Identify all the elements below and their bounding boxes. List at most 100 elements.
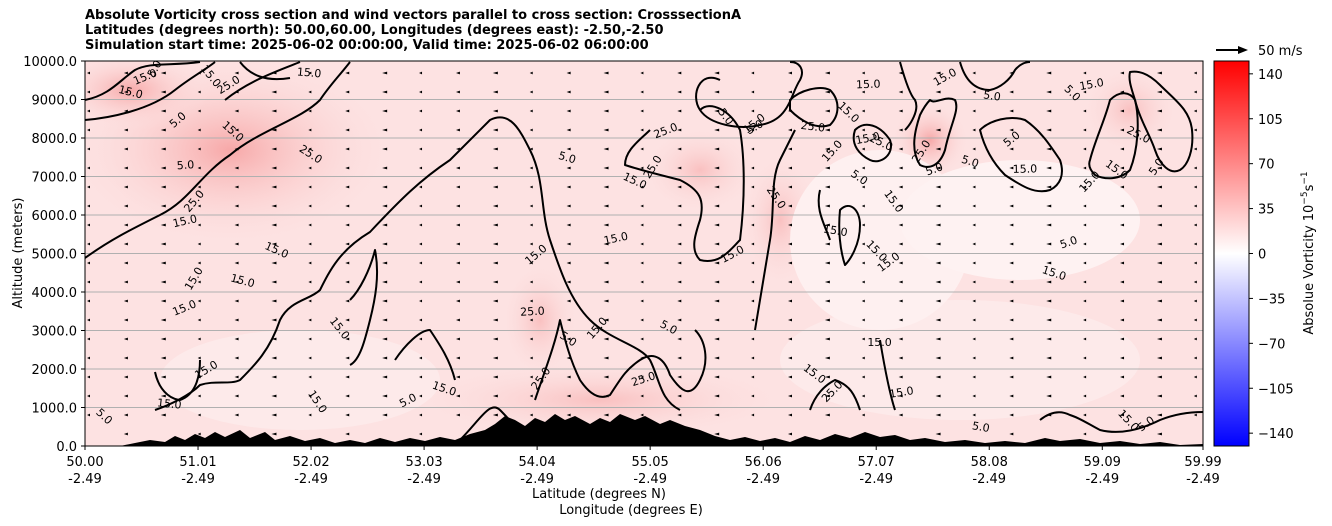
chart-title-block: Absolute Vorticity cross section and win… [85, 8, 741, 53]
wind-vector [566, 147, 571, 151]
wind-vector [677, 147, 682, 151]
wind-vector [419, 375, 423, 379]
wind-vector [861, 71, 865, 75]
wind-vector [529, 413, 533, 417]
wind-vector [382, 166, 388, 170]
wind-vector [419, 356, 423, 360]
contour-label: 5.0 [960, 153, 981, 171]
wind-vector [1046, 394, 1052, 398]
wind-vector [824, 128, 830, 132]
wind-vector [492, 166, 498, 170]
contour-label: 15.0 [229, 271, 256, 290]
wind-vector [123, 242, 128, 246]
wind-vector [935, 337, 941, 341]
wind-vector [492, 413, 498, 417]
wind-vector [1193, 261, 1197, 265]
wind-vector [972, 356, 976, 360]
wind-vector [345, 90, 350, 94]
wind-vector [824, 280, 830, 284]
contour-line [879, 339, 896, 411]
wind-vector [714, 185, 720, 189]
wind-vector [382, 185, 388, 189]
wind-vector [751, 356, 755, 360]
wind-vector [123, 299, 128, 303]
wind-vector [751, 261, 755, 265]
wind-vector [714, 337, 720, 341]
wind-vector [566, 109, 571, 113]
wind-vector [972, 299, 976, 303]
wind-vector [861, 109, 865, 113]
wind-vector [1120, 204, 1125, 208]
wind-vector [935, 109, 941, 113]
wind-vector [1009, 204, 1014, 208]
contour-line [899, 61, 918, 131]
wind-vector [87, 166, 90, 170]
wind-vector [345, 71, 350, 75]
wind-vector [1193, 242, 1197, 246]
wind-vector [87, 185, 90, 189]
wind-vector [1156, 356, 1162, 360]
contour-label: 5.0 [1058, 233, 1079, 251]
wind-vector [751, 318, 755, 322]
wind-vector [123, 185, 128, 189]
wind-vector [271, 337, 277, 341]
wind-vector [123, 90, 128, 94]
wind-vector [935, 299, 941, 303]
wind-vector [640, 261, 644, 265]
wind-vector [751, 204, 755, 208]
wind-vector [1193, 185, 1197, 189]
wind-vector [935, 375, 941, 379]
contour-label: 15.0 [1078, 76, 1104, 93]
wind-vector [345, 337, 350, 341]
wind-vector [197, 280, 201, 284]
wind-vector [714, 261, 720, 265]
wind-vector [566, 261, 571, 265]
colorbar-tick-label: 0 [1258, 248, 1266, 263]
wind-vector [123, 318, 128, 322]
wind-vector [123, 413, 128, 417]
contour-line [959, 61, 1031, 91]
wind-vector [492, 280, 498, 284]
wind-vector [603, 299, 609, 303]
wind-vector [308, 413, 312, 417]
wind-vector [935, 185, 941, 189]
wind-vector [382, 413, 388, 417]
wind-vector [197, 185, 201, 189]
contour-line [979, 117, 1063, 193]
wind-vector [1156, 318, 1162, 322]
wind-vector [160, 185, 166, 189]
wind-vector [1046, 109, 1052, 113]
x-tick-label-longitude: -2.49 [181, 472, 215, 487]
wind-vector [160, 280, 166, 284]
wind-vector [861, 223, 865, 227]
wind-vector [935, 223, 941, 227]
wind-vector [308, 204, 312, 208]
wind-vector [455, 147, 460, 151]
contour-label: 15.0 [603, 230, 630, 248]
wind-vector [640, 185, 644, 189]
wind-vector [1009, 223, 1014, 227]
wind-vector [861, 299, 865, 303]
contour-label: 15.0 [1013, 162, 1038, 175]
wind-vector [1083, 128, 1087, 132]
wind-vector [271, 299, 277, 303]
wind-vector [271, 375, 277, 379]
wind-vector [898, 280, 903, 284]
wind-vector [935, 394, 941, 398]
contour-line [789, 87, 839, 128]
wind-vector [345, 394, 350, 398]
wind-vector [640, 90, 644, 94]
contour-line [1128, 70, 1194, 173]
wind-vector [1083, 375, 1087, 379]
wind-vector [640, 242, 644, 246]
wind-vector [603, 280, 609, 284]
x-tick-label-longitude: -2.49 [746, 472, 780, 487]
wind-vector [234, 261, 239, 265]
wind-vector [751, 147, 755, 151]
wind-vector [271, 204, 277, 208]
wind-vector [714, 90, 720, 94]
contour-label: 15.0 [854, 130, 881, 147]
quiver-key: 50 m/s [1216, 44, 1303, 59]
wind-vector [1046, 318, 1052, 322]
wind-vector [972, 394, 976, 398]
